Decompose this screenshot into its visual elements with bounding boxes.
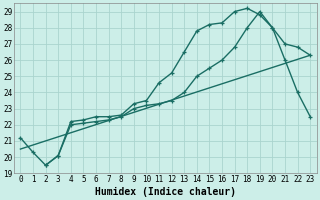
X-axis label: Humidex (Indice chaleur): Humidex (Indice chaleur) xyxy=(95,186,236,197)
